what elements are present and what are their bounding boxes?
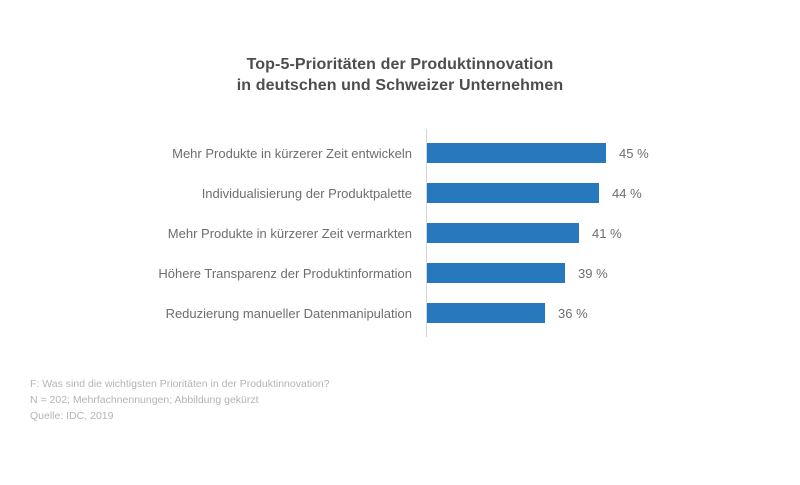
chart-title-line-1: Top-5-Prioritäten der Produktinnovation [246,56,554,73]
footnote-sample: N = 202; Mehrfachnennungen; Abbildung ge… [30,394,259,406]
value-label: 41 % [592,225,622,241]
bar-zone: 36 % [426,303,588,323]
category-label: Reduzierung manueller Datenmanipulation [165,305,412,321]
footnote-source: Quelle: IDC, 2019 [30,410,114,422]
bar-zone: 39 % [426,263,608,283]
bar-rows: Mehr Produkte in kürzerer Zeit entwickel… [0,133,800,333]
value-label: 45 % [619,145,649,161]
bar-zone: 41 % [426,223,622,243]
value-label: 44 % [612,185,642,201]
bar-zone: 45 % [426,143,649,163]
value-label: 36 % [558,305,588,321]
bar [427,183,599,203]
category-label: Mehr Produkte in kürzerer Zeit vermarkte… [167,225,412,241]
bar-row: Reduzierung manueller Datenmanipulation … [0,293,800,333]
chart-title: Top-5-Prioritäten der Produktinnovation … [0,54,800,96]
footnote-question: F: Was sind die wichtigsten Prioritäten … [30,378,330,390]
bar-zone: 44 % [426,183,642,203]
bar [427,303,545,323]
bar-row: Individualisierung der Produktpalette 44… [0,173,800,213]
chart-title-line-2: in deutschen und Schweizer Unternehmen [236,77,564,94]
bar-row: Mehr Produkte in kürzerer Zeit entwickel… [0,133,800,173]
value-label: 39 % [578,265,608,281]
axis-baseline-line [426,129,427,337]
category-label: Individualisierung der Produktpalette [201,185,412,201]
bar [427,263,565,283]
bar-row: Mehr Produkte in kürzerer Zeit vermarkte… [0,213,800,253]
bar [427,223,579,243]
bar-row: Höhere Transparenz der Produktinformatio… [0,253,800,293]
bar [427,143,606,163]
category-label: Höhere Transparenz der Produktinformatio… [158,265,412,281]
footnotes: F: Was sind die wichtigsten Prioritäten … [30,376,330,424]
category-label: Mehr Produkte in kürzerer Zeit entwickel… [172,145,412,161]
